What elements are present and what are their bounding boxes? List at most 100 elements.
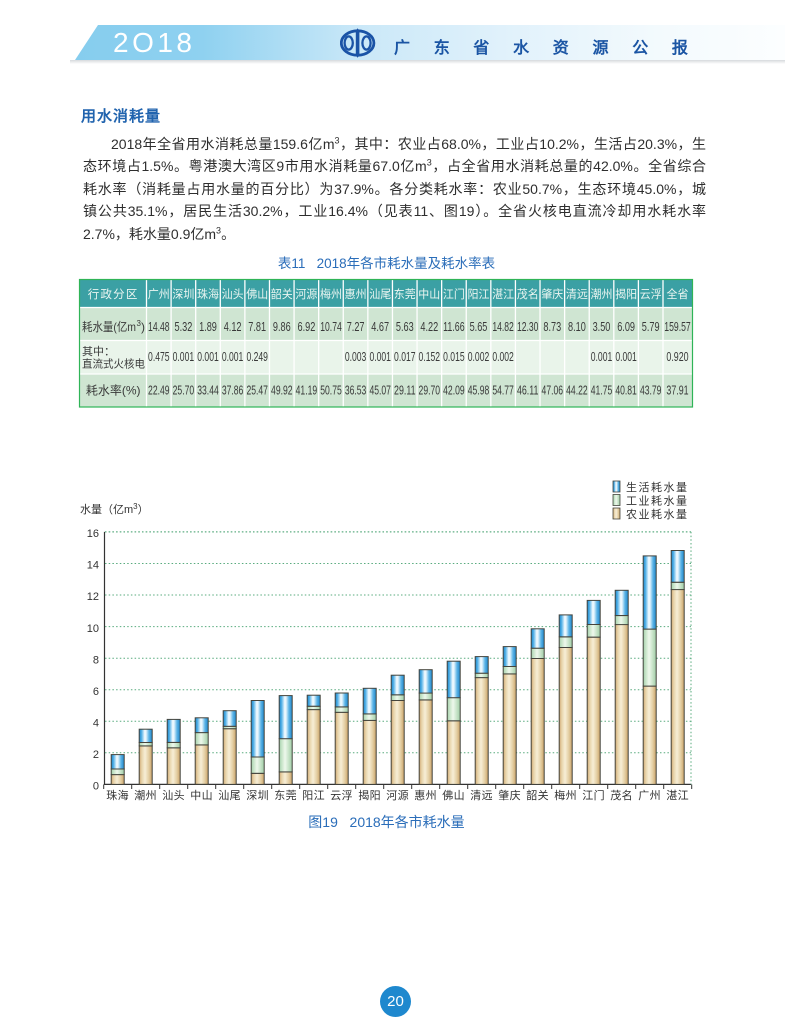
svg-text:0.152: 0.152 bbox=[419, 349, 441, 364]
svg-text:清远: 清远 bbox=[470, 789, 493, 802]
svg-text:29.11: 29.11 bbox=[394, 383, 416, 398]
svg-text:36.53: 36.53 bbox=[345, 383, 367, 398]
svg-text:12.30: 12.30 bbox=[517, 319, 539, 334]
svg-text:肇庆: 肇庆 bbox=[498, 788, 521, 802]
svg-text:江门: 江门 bbox=[582, 788, 605, 802]
svg-text:湛江: 湛江 bbox=[492, 288, 514, 301]
svg-text:4: 4 bbox=[93, 718, 99, 730]
svg-text:25.47: 25.47 bbox=[246, 383, 268, 398]
svg-text:梅州: 梅州 bbox=[554, 788, 577, 802]
svg-text:东莞: 东莞 bbox=[274, 789, 297, 802]
svg-text:5.63: 5.63 bbox=[396, 319, 414, 334]
svg-text:41.19: 41.19 bbox=[296, 383, 318, 398]
svg-text:5.65: 5.65 bbox=[470, 319, 488, 334]
svg-text:6: 6 bbox=[93, 686, 99, 698]
svg-text:3.50: 3.50 bbox=[593, 319, 611, 334]
svg-text:37.91: 37.91 bbox=[666, 383, 688, 398]
svg-text:6.92: 6.92 bbox=[298, 319, 316, 334]
svg-text:佛山: 佛山 bbox=[246, 288, 268, 301]
svg-text:阳江: 阳江 bbox=[468, 288, 490, 301]
svg-text:50.75: 50.75 bbox=[320, 383, 342, 398]
svg-text:14.48: 14.48 bbox=[148, 319, 170, 334]
svg-text:14: 14 bbox=[87, 560, 99, 572]
svg-text:耗水率(%): 耗水率(%) bbox=[86, 383, 141, 398]
svg-text:29.70: 29.70 bbox=[419, 383, 441, 398]
svg-text:46.11: 46.11 bbox=[517, 383, 539, 398]
svg-text:0.249: 0.249 bbox=[246, 349, 268, 364]
svg-text:33.44: 33.44 bbox=[197, 383, 219, 398]
svg-text:0: 0 bbox=[93, 781, 99, 793]
svg-text:东莞: 东莞 bbox=[394, 288, 416, 301]
svg-text:12: 12 bbox=[87, 591, 99, 603]
svg-text:2: 2 bbox=[93, 749, 99, 761]
svg-text:河源: 河源 bbox=[386, 788, 409, 802]
svg-text:中山: 中山 bbox=[418, 288, 440, 301]
svg-text:43.79: 43.79 bbox=[640, 383, 662, 398]
svg-text:159.57: 159.57 bbox=[664, 319, 691, 334]
svg-text:8.73: 8.73 bbox=[543, 319, 561, 334]
svg-text:42.09: 42.09 bbox=[443, 383, 465, 398]
svg-text:韶关: 韶关 bbox=[271, 287, 293, 301]
svg-text:41.75: 41.75 bbox=[591, 383, 613, 398]
svg-text:惠州: 惠州 bbox=[414, 788, 437, 802]
svg-text:广州: 广州 bbox=[148, 288, 170, 301]
svg-text:阳江: 阳江 bbox=[302, 789, 325, 802]
svg-text:7.27: 7.27 bbox=[347, 319, 365, 334]
svg-text:湛江: 湛江 bbox=[666, 789, 689, 802]
svg-text:惠州: 惠州 bbox=[345, 287, 367, 301]
svg-text:0.017: 0.017 bbox=[394, 349, 416, 364]
svg-text:耗水量(亿m: 耗水量(亿m bbox=[82, 319, 136, 334]
svg-text:潮州: 潮州 bbox=[134, 788, 157, 802]
svg-text:茂名: 茂名 bbox=[610, 788, 633, 802]
svg-text:8.10: 8.10 bbox=[568, 319, 586, 334]
svg-text:潮州: 潮州 bbox=[591, 287, 613, 301]
svg-text:7.81: 7.81 bbox=[248, 319, 266, 334]
svg-text:10: 10 bbox=[87, 623, 99, 635]
svg-text:汕尾: 汕尾 bbox=[369, 288, 391, 301]
svg-text:5.32: 5.32 bbox=[175, 319, 193, 334]
svg-text:河源: 河源 bbox=[295, 287, 317, 301]
svg-text:0.001: 0.001 bbox=[197, 349, 219, 364]
svg-text:汕尾: 汕尾 bbox=[218, 789, 241, 802]
svg-text:揭阳: 揭阳 bbox=[615, 287, 637, 301]
svg-text:0.920: 0.920 bbox=[666, 349, 688, 364]
svg-text:珠海: 珠海 bbox=[197, 287, 219, 301]
svg-text:54.77: 54.77 bbox=[492, 383, 514, 398]
svg-text:清远: 清远 bbox=[566, 288, 588, 301]
svg-text:汕头: 汕头 bbox=[162, 789, 185, 802]
svg-text:0.001: 0.001 bbox=[222, 349, 244, 364]
svg-text:中山: 中山 bbox=[190, 789, 213, 802]
svg-text:肇庆: 肇庆 bbox=[541, 287, 563, 301]
svg-text:其中：: 其中： bbox=[82, 345, 115, 358]
svg-text:0.001: 0.001 bbox=[591, 349, 613, 364]
svg-text:直流式火核电: 直流式火核电 bbox=[82, 357, 145, 371]
svg-text:汕头: 汕头 bbox=[222, 288, 244, 301]
svg-text:0.001: 0.001 bbox=[173, 349, 195, 364]
svg-text:5.79: 5.79 bbox=[642, 319, 660, 334]
svg-text:10.74: 10.74 bbox=[320, 319, 342, 334]
svg-text:云浮: 云浮 bbox=[330, 789, 353, 802]
svg-text:8: 8 bbox=[93, 654, 99, 666]
svg-text:揭阳: 揭阳 bbox=[358, 788, 381, 802]
svg-text:1.89: 1.89 bbox=[199, 319, 217, 334]
svg-text:行政分区: 行政分区 bbox=[88, 287, 139, 301]
svg-text:农业耗水量: 农业耗水量 bbox=[626, 507, 689, 521]
svg-text:0.002: 0.002 bbox=[468, 349, 490, 364]
svg-text:0.001: 0.001 bbox=[369, 349, 391, 364]
svg-text:0.003: 0.003 bbox=[345, 349, 367, 364]
svg-text:45.07: 45.07 bbox=[369, 383, 391, 398]
svg-text:水量（亿m3）: 水量（亿m3） bbox=[80, 502, 149, 516]
svg-text:全省: 全省 bbox=[667, 287, 689, 301]
svg-text:0.475: 0.475 bbox=[148, 349, 170, 364]
svg-text:47.06: 47.06 bbox=[542, 383, 564, 398]
svg-text:11.66: 11.66 bbox=[443, 319, 465, 334]
svg-text:梅州: 梅州 bbox=[320, 287, 342, 301]
svg-text:9.86: 9.86 bbox=[273, 319, 291, 334]
svg-text:6.09: 6.09 bbox=[617, 319, 635, 334]
svg-text:0.001: 0.001 bbox=[615, 349, 637, 364]
svg-text:14.82: 14.82 bbox=[492, 319, 514, 334]
svg-text:4.22: 4.22 bbox=[420, 319, 438, 334]
svg-text:珠海: 珠海 bbox=[106, 788, 129, 802]
svg-text:49.92: 49.92 bbox=[271, 383, 293, 398]
svg-text:韶关: 韶关 bbox=[526, 788, 549, 802]
